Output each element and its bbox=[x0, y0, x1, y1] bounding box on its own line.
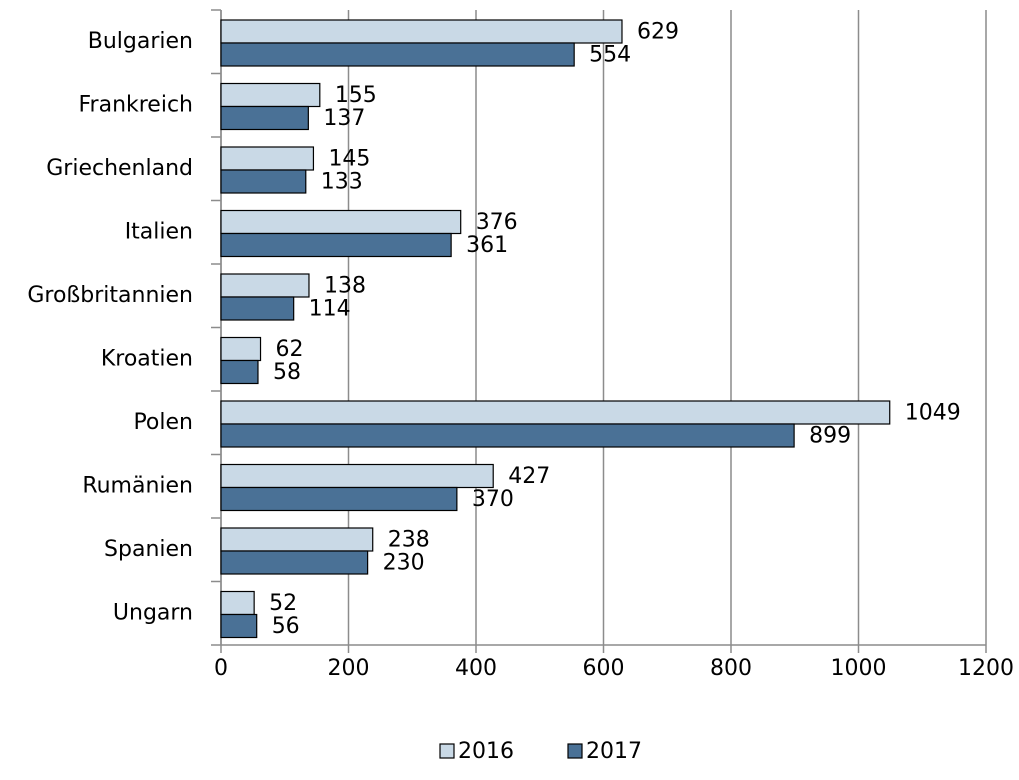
x-tick-label: 200 bbox=[328, 656, 370, 681]
y-tick-label: Polen bbox=[133, 410, 193, 435]
bar bbox=[220, 146, 315, 171]
value-label: 155 bbox=[335, 83, 377, 108]
bar bbox=[220, 19, 623, 44]
value-label: 114 bbox=[309, 297, 351, 322]
value-label: 361 bbox=[466, 233, 508, 258]
bar bbox=[220, 359, 259, 385]
value-label: 629 bbox=[637, 20, 679, 45]
bar bbox=[220, 273, 310, 298]
value-label: 554 bbox=[589, 43, 631, 68]
value-label: 138 bbox=[324, 274, 366, 299]
x-tick-label: 0 bbox=[214, 656, 228, 681]
legend-swatch bbox=[567, 743, 583, 759]
x-tick-label: 600 bbox=[583, 656, 625, 681]
bar bbox=[220, 550, 369, 575]
bar bbox=[220, 169, 307, 194]
legend-label: 2016 bbox=[458, 739, 514, 764]
bar bbox=[220, 209, 462, 235]
value-label: 137 bbox=[323, 106, 365, 131]
bar bbox=[220, 486, 458, 512]
bar bbox=[220, 82, 321, 108]
bar bbox=[220, 400, 891, 425]
value-label: 376 bbox=[476, 210, 518, 235]
y-tick-label: Rumänien bbox=[82, 473, 193, 498]
bar bbox=[220, 336, 262, 362]
x-tick-label: 800 bbox=[710, 656, 752, 681]
y-tick-label: Bulgarien bbox=[88, 29, 193, 54]
value-label: 370 bbox=[472, 487, 514, 512]
value-label: 62 bbox=[276, 337, 304, 362]
y-tick-label: Italien bbox=[125, 219, 193, 244]
x-tick-label: 400 bbox=[455, 656, 497, 681]
y-tick-label: Kroatien bbox=[101, 346, 193, 371]
bar bbox=[220, 42, 575, 67]
value-label: 52 bbox=[269, 591, 297, 616]
bar bbox=[220, 527, 374, 552]
y-tick-label: Spanien bbox=[104, 537, 193, 562]
value-label: 145 bbox=[328, 147, 370, 172]
bar bbox=[220, 232, 452, 258]
bar bbox=[220, 613, 258, 639]
value-label: 133 bbox=[321, 170, 363, 195]
bar bbox=[220, 590, 255, 616]
x-tick-label: 1200 bbox=[958, 656, 1014, 681]
value-label: 58 bbox=[273, 360, 301, 385]
y-tick-label: Frankreich bbox=[78, 92, 193, 117]
y-tick-label: Großbritannien bbox=[27, 283, 193, 308]
value-label: 230 bbox=[383, 551, 425, 576]
value-label: 899 bbox=[809, 424, 851, 449]
x-tick-label: 1000 bbox=[831, 656, 887, 681]
value-label: 238 bbox=[388, 528, 430, 553]
value-label: 56 bbox=[272, 614, 300, 639]
value-label: 427 bbox=[508, 464, 550, 489]
legend-label: 2017 bbox=[586, 739, 642, 764]
y-tick-label: Griechenland bbox=[46, 156, 193, 181]
bar bbox=[220, 423, 795, 448]
value-label: 1049 bbox=[905, 401, 961, 426]
bar bbox=[220, 463, 494, 489]
legend-swatch bbox=[439, 743, 455, 759]
y-tick-label: Ungarn bbox=[113, 600, 193, 625]
bar bbox=[220, 105, 309, 131]
bar bbox=[220, 296, 295, 321]
